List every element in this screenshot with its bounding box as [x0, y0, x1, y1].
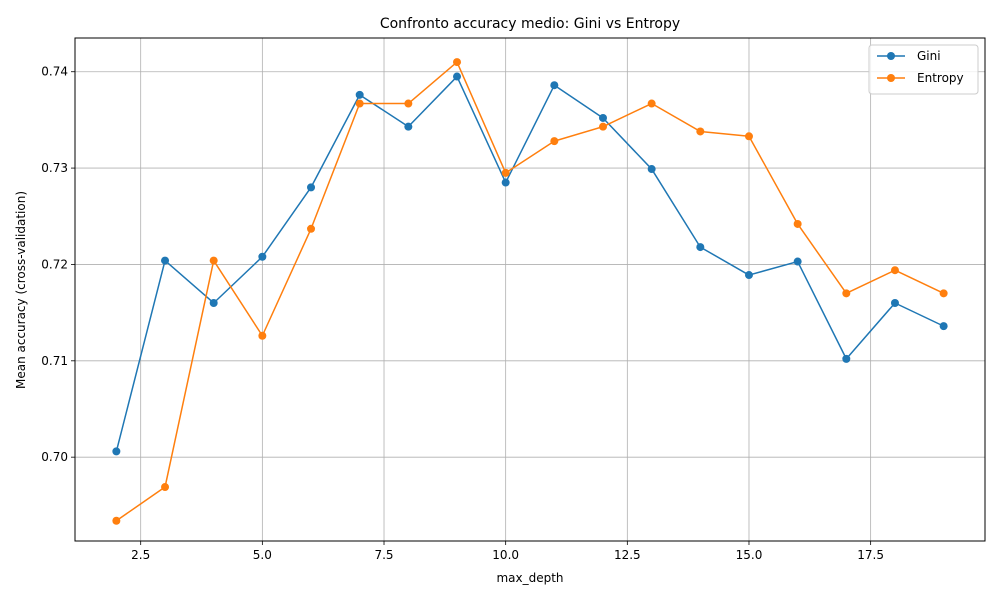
data-point-gini [258, 252, 267, 261]
data-point-entropy [696, 127, 705, 136]
data-point-gini [501, 178, 510, 187]
legend: Gini Entropy [868, 44, 979, 95]
data-point-entropy [161, 483, 170, 492]
plot-frame [74, 37, 986, 542]
y-tick-label: 0.73 [41, 161, 68, 175]
data-point-gini [209, 298, 218, 307]
grid [75, 38, 985, 541]
data-point-entropy [355, 99, 364, 108]
data-point-entropy [501, 168, 510, 177]
chart-title: Confronto accuracy medio: Gini vs Entrop… [380, 16, 680, 32]
data-point-gini [355, 90, 364, 99]
data-point-entropy [550, 137, 559, 146]
data-point-entropy [744, 132, 753, 141]
data-point-gini [307, 183, 316, 192]
data-point-entropy [598, 122, 607, 131]
data-point-gini [939, 322, 948, 331]
data-point-gini [793, 257, 802, 266]
x-axis-title: max_depth [496, 571, 563, 585]
series-layer [112, 58, 948, 525]
data-point-entropy [939, 289, 948, 298]
data-point-gini [598, 113, 607, 122]
legend-label-gini: Gini [917, 49, 941, 63]
data-point-gini [161, 256, 170, 265]
data-point-gini [744, 271, 753, 280]
x-tick-label: 15.0 [736, 548, 763, 562]
data-point-entropy [209, 256, 218, 265]
data-point-gini [890, 298, 899, 307]
x-tick-label: 7.5 [374, 548, 393, 562]
data-point-gini [453, 72, 462, 81]
data-point-entropy [112, 516, 121, 525]
x-tick-label: 12.5 [614, 548, 641, 562]
legend-label-entropy: Entropy [917, 71, 964, 85]
data-point-entropy [842, 289, 851, 298]
series-line-entropy [115, 61, 944, 522]
axis-ticks: 2.5 5.0 7.5 10.0 12.5 15.0 17.5 0.70 0.71 0.72 0.7… [41, 65, 884, 562]
y-tick-label: 0.70 [41, 450, 68, 464]
data-point-entropy [453, 58, 462, 67]
x-tick-label: 17.5 [857, 548, 884, 562]
x-tick-label: 2.5 [131, 548, 150, 562]
data-point-entropy [890, 266, 899, 275]
x-tick-label: 10.0 [492, 548, 519, 562]
data-point-gini [647, 165, 656, 174]
legend-box [868, 44, 979, 95]
data-point-entropy [404, 99, 413, 108]
data-point-gini [696, 243, 705, 252]
legend-marker-gini [887, 52, 895, 60]
y-tick-label: 0.72 [41, 257, 68, 271]
legend-marker-entropy [887, 74, 895, 82]
data-point-entropy [307, 224, 316, 233]
y-tick-label: 0.71 [41, 354, 68, 368]
x-tick-label: 5.0 [253, 548, 272, 562]
y-tick-label: 0.74 [41, 65, 68, 79]
data-point-entropy [647, 99, 656, 108]
data-point-entropy [258, 331, 267, 340]
data-point-gini [842, 354, 851, 363]
y-axis-title: Mean accuracy (cross-validation) [14, 191, 28, 389]
data-point-entropy [793, 219, 802, 228]
data-point-gini [404, 122, 413, 131]
data-point-gini [112, 447, 121, 456]
data-point-gini [550, 81, 559, 90]
series-line-gini [115, 75, 944, 452]
